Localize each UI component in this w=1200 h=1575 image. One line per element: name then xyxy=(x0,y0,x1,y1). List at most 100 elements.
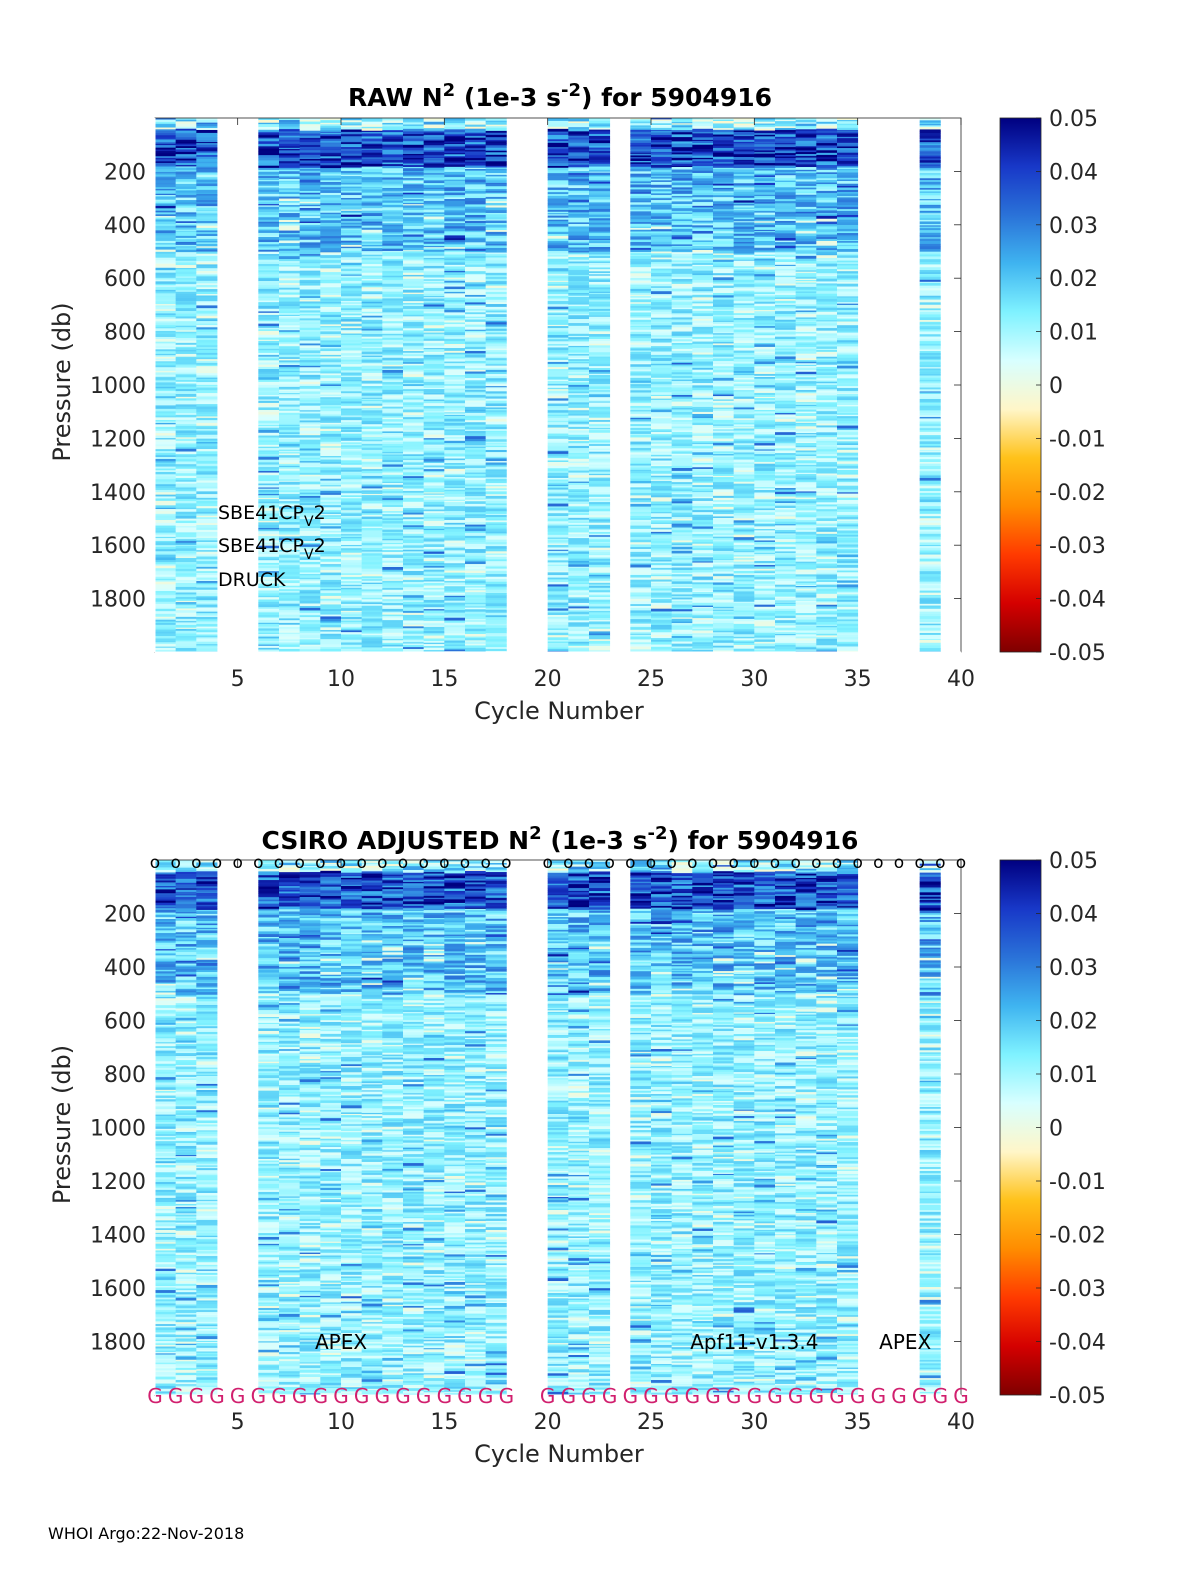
heatmap-cell xyxy=(361,321,383,325)
heatmap-cell xyxy=(196,211,218,214)
heatmap-cell xyxy=(196,563,218,567)
heatmap-cell xyxy=(155,466,177,470)
heatmap-cell xyxy=(361,638,383,642)
heatmap-cell xyxy=(258,348,280,351)
heatmap-cell xyxy=(299,124,321,127)
heatmap-cell xyxy=(423,488,445,492)
heatmap-cell xyxy=(444,421,466,424)
heatmap-cell xyxy=(444,262,466,266)
heatmap-cell xyxy=(423,212,445,215)
heatmap-cell xyxy=(630,219,652,223)
heatmap-cell xyxy=(485,224,507,228)
heatmap-cell xyxy=(341,174,363,177)
heatmap-cell xyxy=(341,471,363,474)
heatmap-cell xyxy=(382,612,404,616)
heatmap-cell xyxy=(299,135,321,139)
heatmap-cell xyxy=(279,178,301,182)
heatmap-cell xyxy=(444,385,466,390)
heatmap-cell xyxy=(320,252,342,255)
heatmap-cell xyxy=(589,614,611,618)
heatmap-cell xyxy=(320,505,342,508)
heatmap-cell xyxy=(299,643,321,646)
heatmap-cell xyxy=(258,146,280,149)
heatmap-cell xyxy=(465,391,487,394)
heatmap-cell xyxy=(341,283,363,287)
heatmap-cell xyxy=(320,635,342,637)
heatmap-cell xyxy=(382,551,404,555)
heatmap-cell xyxy=(320,532,342,535)
heatmap-cell xyxy=(258,454,280,457)
heatmap-cell xyxy=(444,224,466,227)
heatmap-cell xyxy=(320,344,342,348)
heatmap-cell xyxy=(155,237,177,242)
heatmap-cell xyxy=(196,227,218,231)
heatmap-cell xyxy=(547,518,569,522)
heatmap-cell xyxy=(279,265,301,267)
heatmap-cell xyxy=(547,458,569,461)
heatmap-cell xyxy=(155,326,177,329)
heatmap-cell xyxy=(155,188,177,191)
heatmap-cell xyxy=(568,153,590,157)
heatmap-cell xyxy=(423,297,445,299)
heatmap-cell xyxy=(341,502,363,506)
heatmap-cell xyxy=(299,206,321,209)
heatmap-cell xyxy=(279,465,301,468)
heatmap-cell xyxy=(320,446,342,448)
heatmap-cell xyxy=(423,553,445,556)
heatmap-cell xyxy=(403,126,425,130)
heatmap-cell xyxy=(341,188,363,192)
heatmap-cell xyxy=(341,184,363,187)
heatmap-cell xyxy=(299,596,321,599)
heatmap-cell xyxy=(320,540,342,542)
heatmap-cell xyxy=(175,239,197,243)
heatmap-cell xyxy=(630,138,652,141)
heatmap-cell xyxy=(423,405,445,409)
heatmap-cell xyxy=(175,225,197,228)
heatmap-cell xyxy=(568,641,590,644)
heatmap-cell xyxy=(547,253,569,256)
heatmap-cell xyxy=(196,597,218,601)
heatmap-cell xyxy=(423,328,445,330)
heatmap-cell xyxy=(258,364,280,368)
heatmap-cell xyxy=(258,628,280,632)
heatmap-cell xyxy=(465,230,487,233)
heatmap-cell xyxy=(258,152,280,156)
heatmap-cell xyxy=(279,353,301,356)
heatmap-cell xyxy=(258,247,280,251)
heatmap-cell xyxy=(444,564,466,568)
heatmap-cell xyxy=(341,305,363,307)
heatmap-cell xyxy=(279,232,301,235)
heatmap-cell xyxy=(444,485,466,488)
heatmap-cell xyxy=(299,644,321,647)
heatmap-cell xyxy=(341,150,363,155)
heatmap-cell xyxy=(547,542,569,545)
heatmap-cell xyxy=(547,608,569,612)
heatmap-cell xyxy=(630,256,652,260)
heatmap-cell xyxy=(485,567,507,569)
heatmap-cell xyxy=(423,430,445,434)
heatmap-cell xyxy=(155,464,177,467)
heatmap-cell xyxy=(196,325,218,328)
heatmap-cell xyxy=(341,173,363,176)
heatmap-cell xyxy=(279,364,301,368)
heatmap-cell xyxy=(403,506,425,509)
heatmap-cell xyxy=(630,223,652,227)
heatmap-cell xyxy=(155,557,177,561)
heatmap-cell xyxy=(444,513,466,516)
heatmap-cell xyxy=(444,605,466,608)
heatmap-cell xyxy=(465,584,487,587)
heatmap-cell xyxy=(155,606,177,610)
heatmap-cell xyxy=(155,513,177,516)
heatmap-cell xyxy=(361,268,383,271)
heatmap-cell xyxy=(155,580,177,583)
heatmap-cell xyxy=(382,366,404,370)
heatmap-cell xyxy=(320,172,342,175)
heatmap-cell xyxy=(175,441,197,443)
heatmap-cell xyxy=(382,584,404,587)
heatmap-cell xyxy=(403,462,425,466)
heatmap-cell xyxy=(589,650,611,653)
heatmap-cell xyxy=(589,463,611,465)
heatmap-cell xyxy=(279,568,301,573)
heatmap-cell xyxy=(196,401,218,405)
heatmap-cell xyxy=(403,287,425,291)
